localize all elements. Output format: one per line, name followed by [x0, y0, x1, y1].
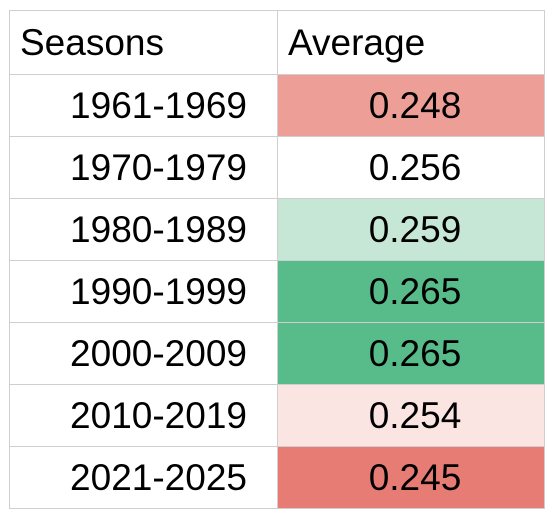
season-cell[interactable]: 2021-2025: [9, 446, 278, 509]
average-cell[interactable]: 0.265: [277, 322, 545, 385]
season-cell[interactable]: 2000-2009: [9, 322, 278, 385]
average-cell[interactable]: 0.245: [277, 446, 545, 509]
table-row: 1970-1979 0.256: [9, 136, 545, 199]
average-cell[interactable]: 0.248: [277, 74, 545, 137]
season-cell[interactable]: 1961-1969: [9, 74, 278, 137]
season-cell[interactable]: 1990-1999: [9, 260, 278, 323]
table-row: 1980-1989 0.259: [9, 198, 545, 261]
average-cell[interactable]: 0.265: [277, 260, 545, 323]
table-row: 2000-2009 0.265: [9, 322, 545, 385]
table-row: 1990-1999 0.265: [9, 260, 545, 323]
table-row: 2021-2025 0.245: [9, 446, 545, 509]
header-row: Seasons Average: [9, 10, 545, 75]
average-cell[interactable]: 0.254: [277, 384, 545, 447]
average-cell[interactable]: 0.259: [277, 198, 545, 261]
table-row: 2010-2019 0.254: [9, 384, 545, 447]
average-cell[interactable]: 0.256: [277, 136, 545, 199]
seasons-average-table: Seasons Average 1961-1969 0.248 1970-197…: [9, 10, 545, 509]
table-row: 1961-1969 0.248: [9, 74, 545, 137]
season-cell[interactable]: 1980-1989: [9, 198, 278, 261]
season-cell[interactable]: 2010-2019: [9, 384, 278, 447]
header-seasons[interactable]: Seasons: [9, 10, 278, 75]
header-average[interactable]: Average: [277, 10, 545, 75]
season-cell[interactable]: 1970-1979: [9, 136, 278, 199]
